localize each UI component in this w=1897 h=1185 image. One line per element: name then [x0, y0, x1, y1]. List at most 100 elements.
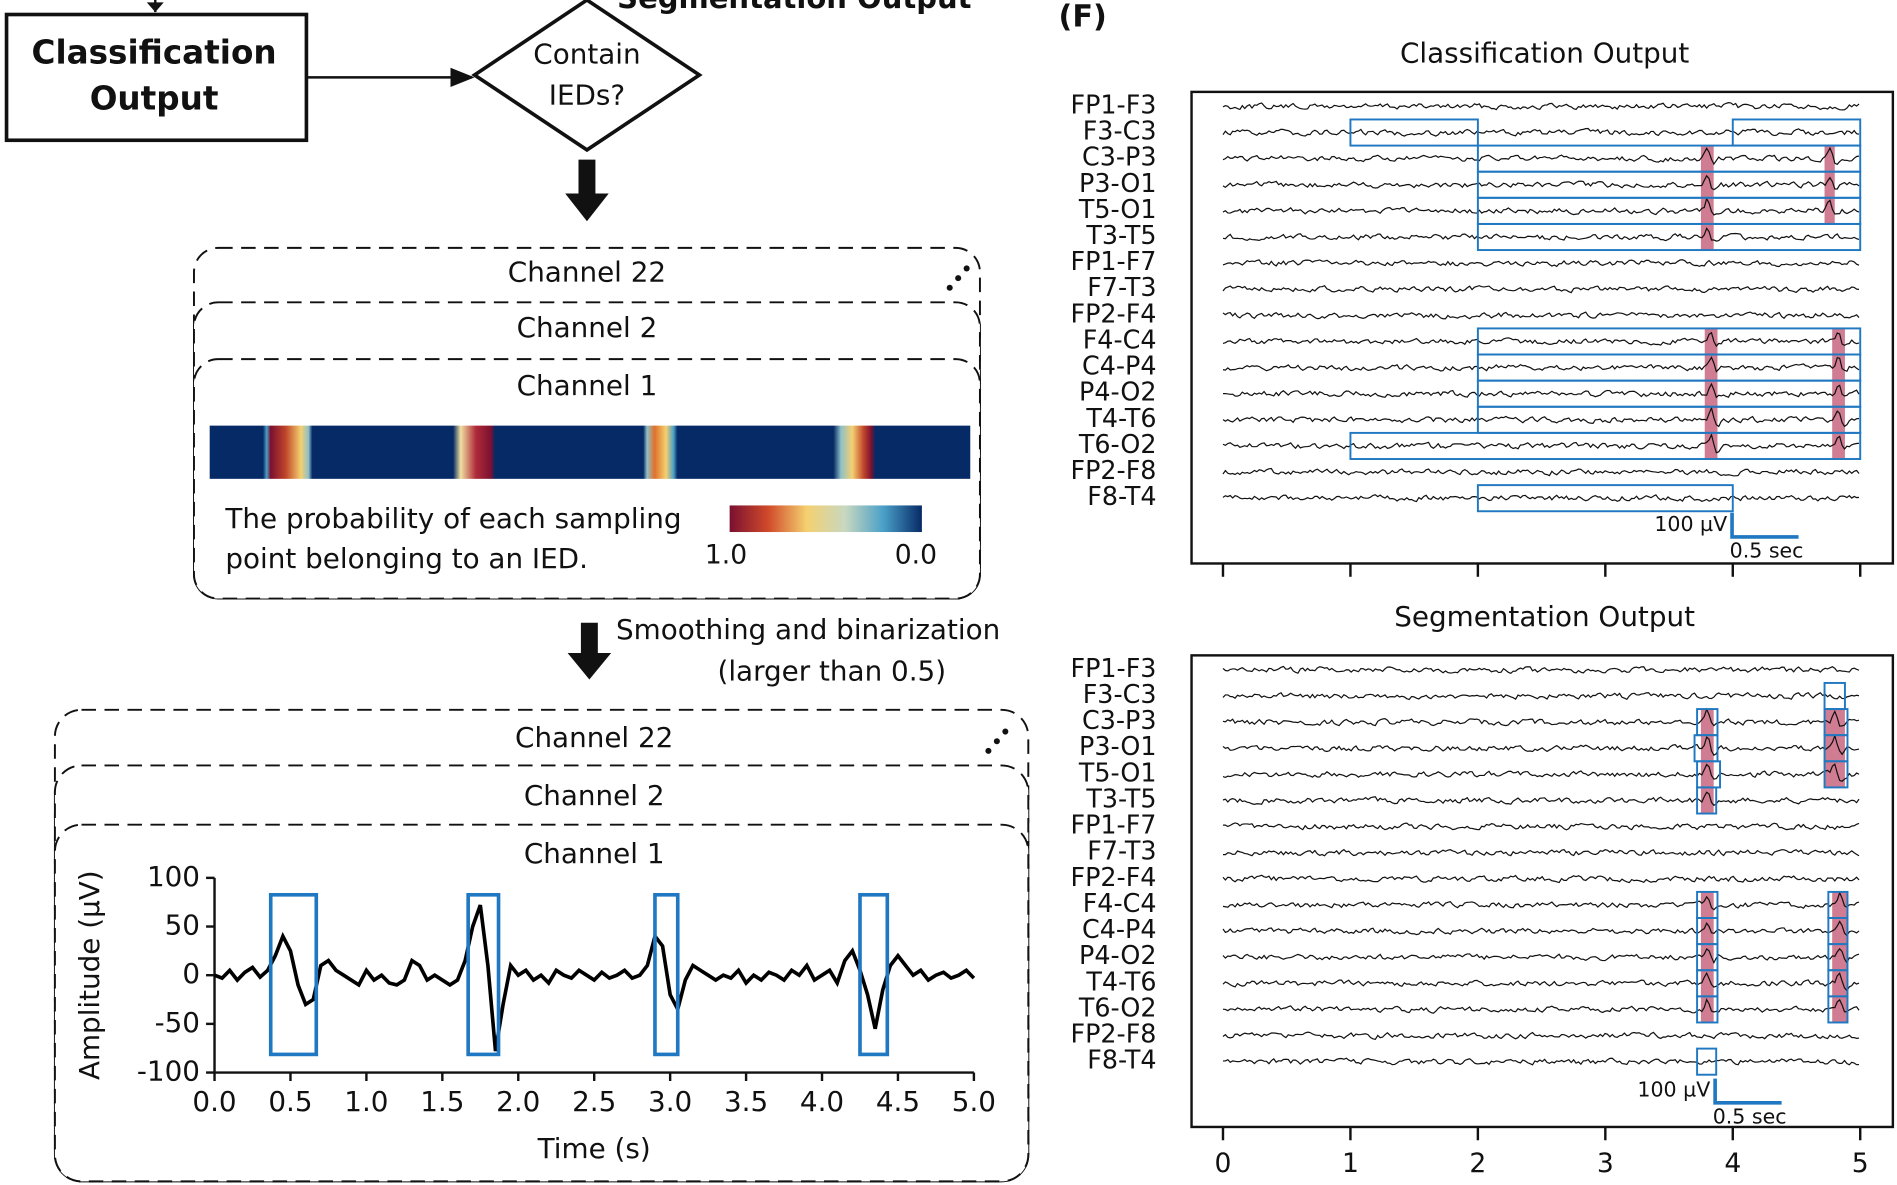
- probability-heatmap: [209, 425, 971, 479]
- ied-highlight: [1824, 145, 1835, 172]
- channel-title: Channel 22: [515, 721, 673, 754]
- eeg-trace: [1222, 733, 1860, 756]
- ied-box: [1476, 196, 1862, 225]
- channel-label: F7-T3: [1087, 836, 1156, 866]
- eeg-trace: [1222, 382, 1860, 399]
- channel-label: F8-T4: [1087, 481, 1156, 511]
- channel-label: T3-T5: [1085, 783, 1156, 813]
- ellipsis: [946, 265, 970, 291]
- channel-label: C3-P3: [1082, 142, 1156, 172]
- x-tick-label: 4.0: [800, 1085, 844, 1118]
- eeg-trace: [1222, 1057, 1860, 1066]
- ied-highlight: [1824, 171, 1835, 198]
- channel-title: Channel 2: [524, 779, 665, 812]
- x-tick-label: 4.5: [876, 1085, 920, 1118]
- eeg-trace: [1222, 763, 1860, 782]
- x-tick-label: 3.5: [724, 1085, 768, 1118]
- channel-label: C3-P3: [1082, 705, 1156, 735]
- big-arrow: [567, 622, 612, 680]
- x-tick-label: 0: [1215, 1148, 1232, 1179]
- decision-label: Contain: [533, 38, 640, 71]
- x-tick-label: 2.5: [572, 1085, 616, 1118]
- ied-highlight: [1700, 223, 1714, 251]
- channel-label: T6-O2: [1078, 992, 1157, 1022]
- ied-highlight: [1832, 970, 1848, 997]
- scale-label: 0.5 sec: [1730, 538, 1804, 562]
- ied-box: [268, 892, 319, 1057]
- ied-highlight: [1700, 891, 1714, 919]
- channel-label: T5-O1: [1078, 194, 1157, 224]
- note: point belonging to an IED.: [225, 542, 588, 575]
- ied-highlight: [1832, 891, 1848, 919]
- channel-label: F7-T3: [1087, 272, 1156, 302]
- channel-label: T3-T5: [1085, 220, 1156, 250]
- scale-bar: [1713, 1078, 1782, 1105]
- x-tick-label: 3: [1597, 1148, 1614, 1179]
- ied-box: [1731, 118, 1862, 147]
- ied-highlight: [1704, 432, 1718, 460]
- ied-highlight: [1832, 918, 1848, 945]
- eeg-trace: [1222, 405, 1860, 428]
- step-label: (larger than 0.5): [717, 654, 946, 687]
- colorbar: [729, 505, 922, 533]
- channel-label: P3-O1: [1079, 168, 1156, 198]
- channel-label: P4-O2: [1079, 940, 1156, 970]
- x-axis-label: Time (s): [537, 1132, 651, 1165]
- ied-highlight: [1700, 787, 1714, 814]
- x-tick-label: 1: [1342, 1148, 1359, 1179]
- x-tick-label: 2.0: [496, 1085, 540, 1118]
- x-tick-label: 4: [1724, 1148, 1741, 1179]
- ied-highlight: [1832, 996, 1848, 1023]
- channel-title: Channel 1: [524, 837, 665, 870]
- ied-highlight: [1832, 406, 1845, 433]
- eeg-trace: [1222, 355, 1860, 373]
- decision-diamond: [471, 0, 703, 153]
- plot-frame: [1190, 90, 1895, 565]
- ied-box: [653, 892, 680, 1057]
- eeg-trace: [1222, 432, 1860, 454]
- x-tick-label: 5: [1852, 1148, 1869, 1179]
- ied-box: [1476, 379, 1862, 408]
- arrow-head: [146, 2, 164, 13]
- x-tick-label: 3.0: [648, 1085, 692, 1118]
- channel-label: C4-P4: [1082, 914, 1156, 944]
- eeg-trace: [1222, 791, 1860, 807]
- ied-highlight: [1704, 328, 1718, 355]
- eeg-trace: [1222, 890, 1860, 911]
- ied-highlight: [1704, 354, 1718, 381]
- x-tick-label: 2: [1469, 1148, 1486, 1179]
- eeg-trace: [1222, 127, 1860, 137]
- box-label: Output: [90, 79, 219, 117]
- channel-label: FP2-F4: [1071, 298, 1157, 328]
- eeg-trace: [1222, 691, 1860, 701]
- scale-bar: [1730, 512, 1799, 539]
- channel-label: FP1-F7: [1071, 810, 1157, 840]
- eeg-trace: [1222, 311, 1860, 320]
- x-tick-label: 0.5: [268, 1085, 312, 1118]
- ied-box: [1823, 760, 1849, 789]
- ied-box: [1476, 484, 1734, 513]
- channel-title: Channel 22: [508, 255, 666, 288]
- ied-box: [466, 892, 501, 1057]
- panel-title: Segmentation Output: [1394, 600, 1695, 633]
- channel-label: C4-P4: [1082, 351, 1156, 381]
- channel-card: [53, 823, 1030, 1183]
- box-label: Classification: [32, 33, 277, 71]
- ied-box: [1349, 431, 1862, 460]
- ied-box: [1696, 995, 1719, 1024]
- ied-box: [1349, 118, 1479, 147]
- y-tick-label: -100: [137, 1055, 200, 1088]
- channel-label: FP1-F3: [1071, 653, 1157, 683]
- eeg-trace: [1222, 284, 1860, 294]
- channel-label: T4-T6: [1085, 966, 1156, 996]
- channel-label: P3-O1: [1079, 731, 1156, 761]
- ied-highlight: [1700, 918, 1714, 945]
- ied-highlight: [1700, 761, 1714, 788]
- eeg-trace: [1222, 874, 1860, 884]
- channel-label: FP2-F8: [1071, 455, 1157, 485]
- channel-label: FP1-F3: [1071, 89, 1157, 119]
- x-tick-label: 0.0: [192, 1085, 236, 1118]
- plot-frame: [1190, 654, 1895, 1129]
- eeg-trace: [1222, 174, 1860, 191]
